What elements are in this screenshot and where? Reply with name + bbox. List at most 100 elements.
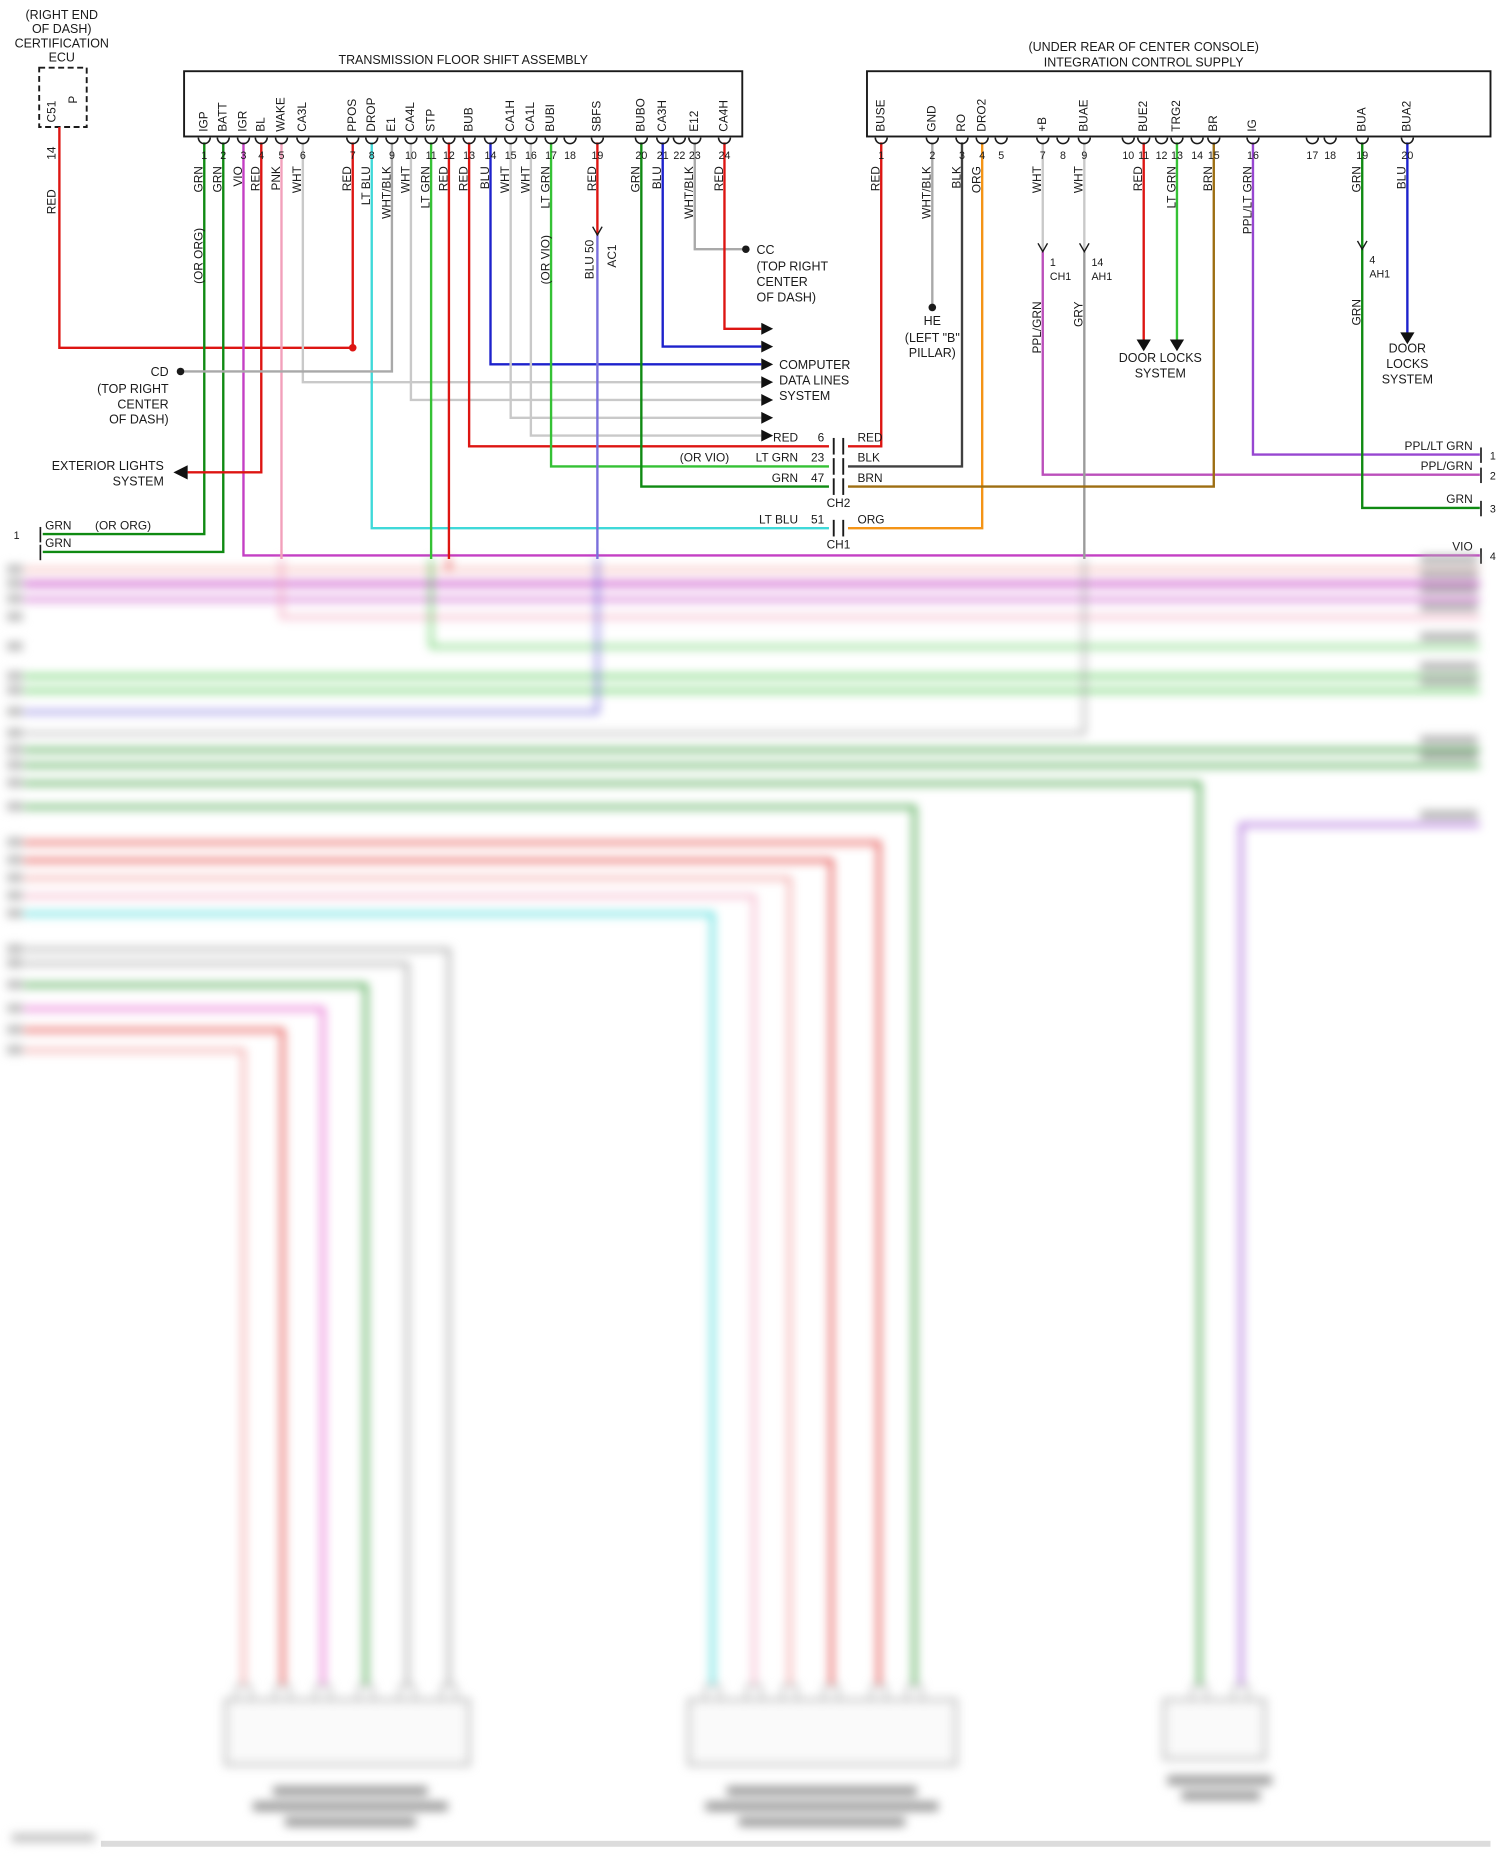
shift-pin-number: 8: [369, 150, 375, 162]
shift-pin-number: 4: [258, 150, 264, 162]
diagram-label: CC: [757, 243, 775, 257]
integration-pin-number: 9: [1081, 150, 1087, 162]
wire-color: PPL/GRN: [1030, 301, 1044, 353]
splice-left-color: LT GRN: [756, 451, 798, 465]
diagram-label: P: [66, 96, 80, 104]
integration-pin-number: 2: [929, 150, 935, 162]
shift-pin-number: 22: [673, 150, 685, 162]
edge-number-bar: [7, 612, 23, 621]
shift-wire-color: GRN: [192, 166, 206, 192]
diagram-label: (TOP RIGHT: [97, 382, 169, 396]
connector-pin: [704, 1684, 721, 1701]
shift-terminal: [385, 137, 399, 145]
flow-arrow: [1136, 339, 1151, 352]
shift-terminal: [462, 137, 476, 145]
edge-number-bar: [7, 1045, 23, 1054]
shift-wire-color: LT BLU: [359, 166, 373, 205]
diagram-label: BLU 50: [582, 239, 596, 279]
flow-arrow: [761, 340, 774, 353]
integration-terminal: [955, 137, 969, 145]
shift-pin-label: CA4L: [403, 102, 417, 132]
flow-arrow: [761, 358, 774, 371]
wire: [661, 142, 762, 348]
caption-bar: [273, 1786, 428, 1796]
splice-right-color: RED: [857, 431, 882, 445]
integration-terminal: [1036, 137, 1050, 145]
wire-label-bar: [1420, 662, 1478, 671]
shift-wire-color: BLU: [478, 166, 492, 189]
caption-bar: [738, 1817, 905, 1827]
flow-arrow: [761, 322, 774, 335]
edge-wire-color: GRN: [45, 536, 71, 550]
wire: [1041, 251, 1480, 476]
wire: [42, 142, 206, 536]
integration-pin-label: RO: [954, 114, 968, 132]
shift-pin-number: 19: [591, 150, 603, 162]
edge-number-bar: [7, 1004, 23, 1013]
wire-label-bar: [1420, 585, 1478, 594]
shift-wire-color: RED: [436, 166, 450, 191]
edge-number-bar: [7, 1025, 23, 1034]
shift-wire-color: VIO: [231, 166, 245, 186]
diagram-label: EXTERIOR LIGHTS: [52, 459, 164, 473]
integration-pin-label: IG: [1245, 119, 1259, 132]
integration-pin-label: BUE2: [1136, 101, 1150, 132]
bottom-connector: [687, 1698, 957, 1766]
shift-pin-number: 3: [240, 150, 246, 162]
connector-pin: [871, 1684, 887, 1701]
caption-bar: [705, 1801, 939, 1812]
edge-number-bar: [7, 909, 23, 918]
diagram-label: DATA LINES: [779, 374, 849, 388]
diagram-label: 14: [44, 146, 58, 160]
edge-number: 3: [1490, 504, 1496, 516]
flow-arrow: [761, 411, 774, 424]
shift-wire-color: GRN: [629, 166, 643, 192]
splice-right-color: ORG: [857, 512, 884, 526]
wire: [242, 142, 1480, 557]
edge-number-bar: [7, 760, 23, 770]
wire-blurred: [23, 948, 451, 1700]
wire: [847, 142, 984, 530]
wire: [301, 142, 762, 384]
shift-wire-color: PNK: [269, 166, 283, 190]
integration-pin-number: 5: [998, 150, 1004, 162]
edge-number-bar: [7, 579, 23, 588]
shift-terminal: [236, 137, 251, 145]
junction-dot: [176, 367, 185, 376]
shift-terminal: [524, 137, 538, 145]
connector-pin: [1191, 1684, 1208, 1701]
connector-name: AH1: [1369, 269, 1390, 281]
connector-pin: [1233, 1684, 1249, 1701]
shift-pin-number: 24: [719, 150, 731, 162]
shift-pin-label: CA1L: [523, 102, 537, 132]
shift-wire-color: RED: [457, 166, 471, 191]
edge-number-bar: [7, 837, 23, 847]
integration-pin-number: 19: [1356, 150, 1368, 162]
wire: [1361, 142, 1480, 510]
connector-name: CH1: [1050, 271, 1071, 283]
connector-pin: [781, 1684, 798, 1701]
edge-number-bar: [7, 745, 23, 754]
connector-pin: [274, 1684, 291, 1701]
shift-pin-number: 11: [426, 150, 437, 162]
edge-number: 4: [1490, 551, 1496, 563]
wire: [489, 142, 762, 366]
splice-connector-label: CH2: [827, 496, 851, 510]
splice-right-color: BRN: [857, 471, 882, 485]
edge-wire-color: GRN: [1446, 492, 1472, 506]
wire: [1251, 142, 1480, 456]
wire-blurred: [23, 858, 833, 1700]
wire-label-bar: [1420, 555, 1478, 564]
wire: [693, 142, 743, 251]
integration-wire-color: GRN: [1350, 166, 1364, 192]
diagram-label: HE: [924, 314, 941, 328]
wire: [723, 142, 762, 330]
diagram-label: ECU: [49, 51, 75, 65]
integration-wire-color: PPL/LT GRN: [1240, 166, 1254, 234]
diagram-label: SYSTEM: [1382, 372, 1433, 386]
edge-wire-color: GRN: [45, 518, 71, 532]
caption-bar: [252, 1801, 448, 1812]
wire: [847, 142, 1215, 488]
shift-terminal: [688, 137, 702, 145]
